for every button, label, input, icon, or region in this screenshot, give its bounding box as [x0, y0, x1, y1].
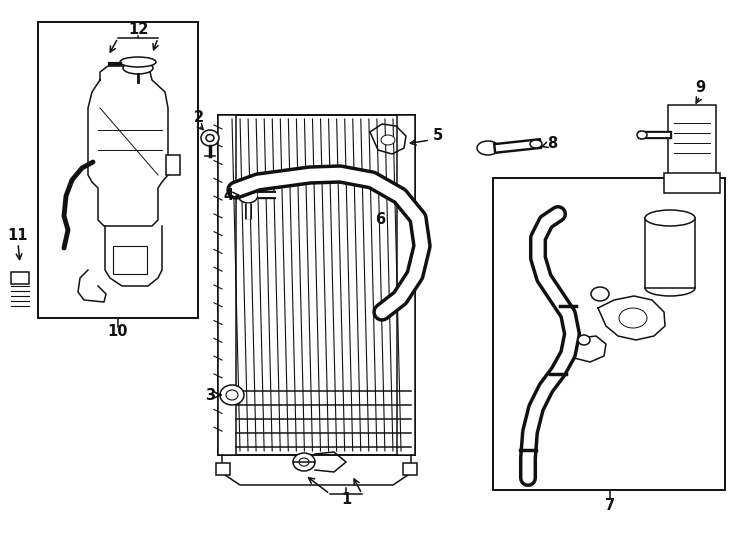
Text: 3: 3 — [205, 388, 215, 402]
Ellipse shape — [299, 458, 309, 466]
Bar — [668, 105, 716, 177]
Ellipse shape — [477, 141, 499, 155]
Ellipse shape — [645, 280, 695, 296]
Ellipse shape — [591, 287, 609, 301]
Ellipse shape — [206, 134, 214, 141]
Text: 5: 5 — [433, 127, 443, 143]
Text: 7: 7 — [605, 497, 615, 512]
Text: 11: 11 — [8, 228, 28, 244]
Bar — [216, 463, 230, 475]
Ellipse shape — [120, 57, 156, 67]
Bar — [397, 115, 415, 455]
Ellipse shape — [637, 131, 647, 139]
Ellipse shape — [530, 140, 542, 148]
Ellipse shape — [645, 210, 695, 226]
Bar — [11, 272, 29, 284]
Ellipse shape — [578, 335, 590, 345]
Ellipse shape — [220, 385, 244, 405]
Bar — [403, 463, 417, 475]
Text: 6: 6 — [375, 213, 385, 227]
Bar — [218, 115, 415, 455]
Text: 10: 10 — [108, 325, 128, 340]
Text: 1: 1 — [341, 492, 351, 508]
Ellipse shape — [619, 308, 647, 328]
Ellipse shape — [123, 62, 153, 74]
Bar — [493, 178, 725, 490]
Text: 4: 4 — [223, 187, 233, 202]
Bar — [664, 173, 720, 193]
Text: 9: 9 — [695, 80, 705, 96]
Ellipse shape — [381, 135, 395, 145]
Bar — [113, 246, 147, 274]
Text: 2: 2 — [194, 111, 204, 125]
Ellipse shape — [238, 187, 258, 203]
Bar — [38, 22, 198, 318]
Bar — [645, 218, 695, 288]
Ellipse shape — [201, 130, 219, 146]
Bar — [218, 115, 236, 455]
Ellipse shape — [293, 453, 315, 471]
Ellipse shape — [226, 390, 238, 400]
Text: 12: 12 — [128, 23, 148, 37]
Text: 8: 8 — [547, 137, 557, 152]
Bar — [166, 155, 180, 175]
